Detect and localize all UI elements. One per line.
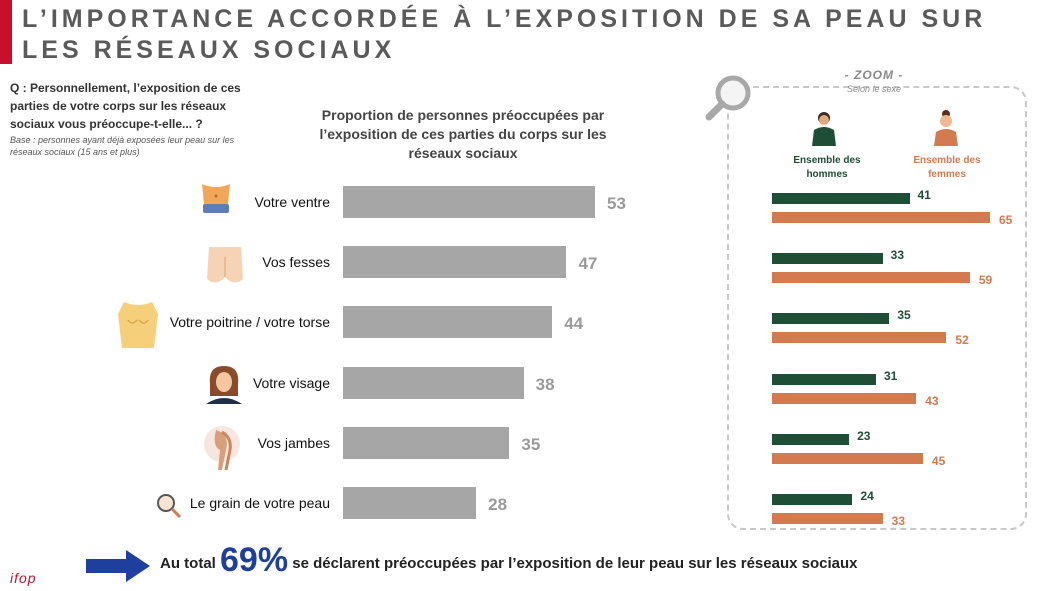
man-icon [812,112,836,146]
women-bar [772,332,947,344]
women-bar [772,272,970,284]
face-icon [206,366,242,404]
data-label: 53 [607,194,626,213]
category-label: Votre ventre [254,194,331,210]
data-label: 35 [521,434,541,454]
footer-percent: 69% [220,541,289,579]
women-data-label: 33 [891,514,906,528]
women-bar [772,513,883,524]
footer-suffix: se déclarent préoccupées par l’expositio… [292,555,858,572]
legs-icon [204,426,240,471]
belly-icon [202,184,230,213]
women-data-label: 43 [925,393,939,408]
women-bar [772,452,923,464]
men-bar [772,373,876,385]
magnifier-icon [157,494,182,519]
men-series-label: Ensemble des hommes [793,155,861,180]
men-data-label: 33 [890,248,905,263]
survey-question: Q : Personnellement, l’exposition de ces… [10,81,241,131]
torso-icon [118,302,158,348]
men-bar [772,433,850,445]
men-data-label: 35 [897,308,911,323]
ifop-logo: ifop [10,570,37,586]
woman-icon [934,110,958,146]
buttocks-icon [207,247,243,283]
women-bar [772,212,990,223]
data-label: 44 [564,314,584,334]
footer-prefix: Au total [160,555,216,572]
women-bar [772,392,917,404]
data-label: 28 [488,495,508,514]
arrow-right-icon [86,550,150,582]
women-data-label: 65 [999,213,1013,227]
title-accent-bar [0,0,12,64]
women-data-label: 59 [978,273,993,288]
category-label: Vos fesses [262,254,330,271]
men-bar [772,253,883,265]
women-data-label: 45 [931,453,946,468]
bar [343,306,553,339]
men-data-label: 24 [860,489,874,503]
category-label: Le grain de votre peau [189,495,330,511]
bar [343,487,477,519]
men-data-label: 23 [857,428,871,443]
footer-summary: Au total 69% se déclarent préoccupées pa… [160,541,857,580]
men-bar [772,313,890,325]
women-series-label: Ensemble des femmes [913,155,981,180]
survey-base-note: Base : personnes ayant déjà exposées leu… [10,135,235,157]
bar [343,426,510,459]
category-label: Vos jambes [257,434,330,451]
men-data-label: 41 [917,188,931,202]
zoom-subtitle: Selon le sexe [846,84,902,94]
main-chart-title: Proportion de personnes préoccupées par … [319,107,607,161]
zoom-panel [727,86,1027,530]
bar [343,366,524,399]
page-title: L’IMPORTANCE ACCORDÉE À L’EXPOSITION DE … [22,5,987,64]
category-label: Votre visage [252,374,330,391]
bar [343,186,595,218]
category-label: Votre poitrine / votre torse [169,314,330,331]
men-data-label: 31 [883,368,898,383]
women-data-label: 52 [955,333,969,348]
zoom-label: - ZOOM - [834,68,914,82]
data-label: 47 [578,254,598,274]
men-bar [772,193,910,204]
data-label: 38 [535,374,555,394]
zoom-magnifier-icon [705,75,751,121]
men-bar [772,494,853,505]
bar [343,246,567,279]
